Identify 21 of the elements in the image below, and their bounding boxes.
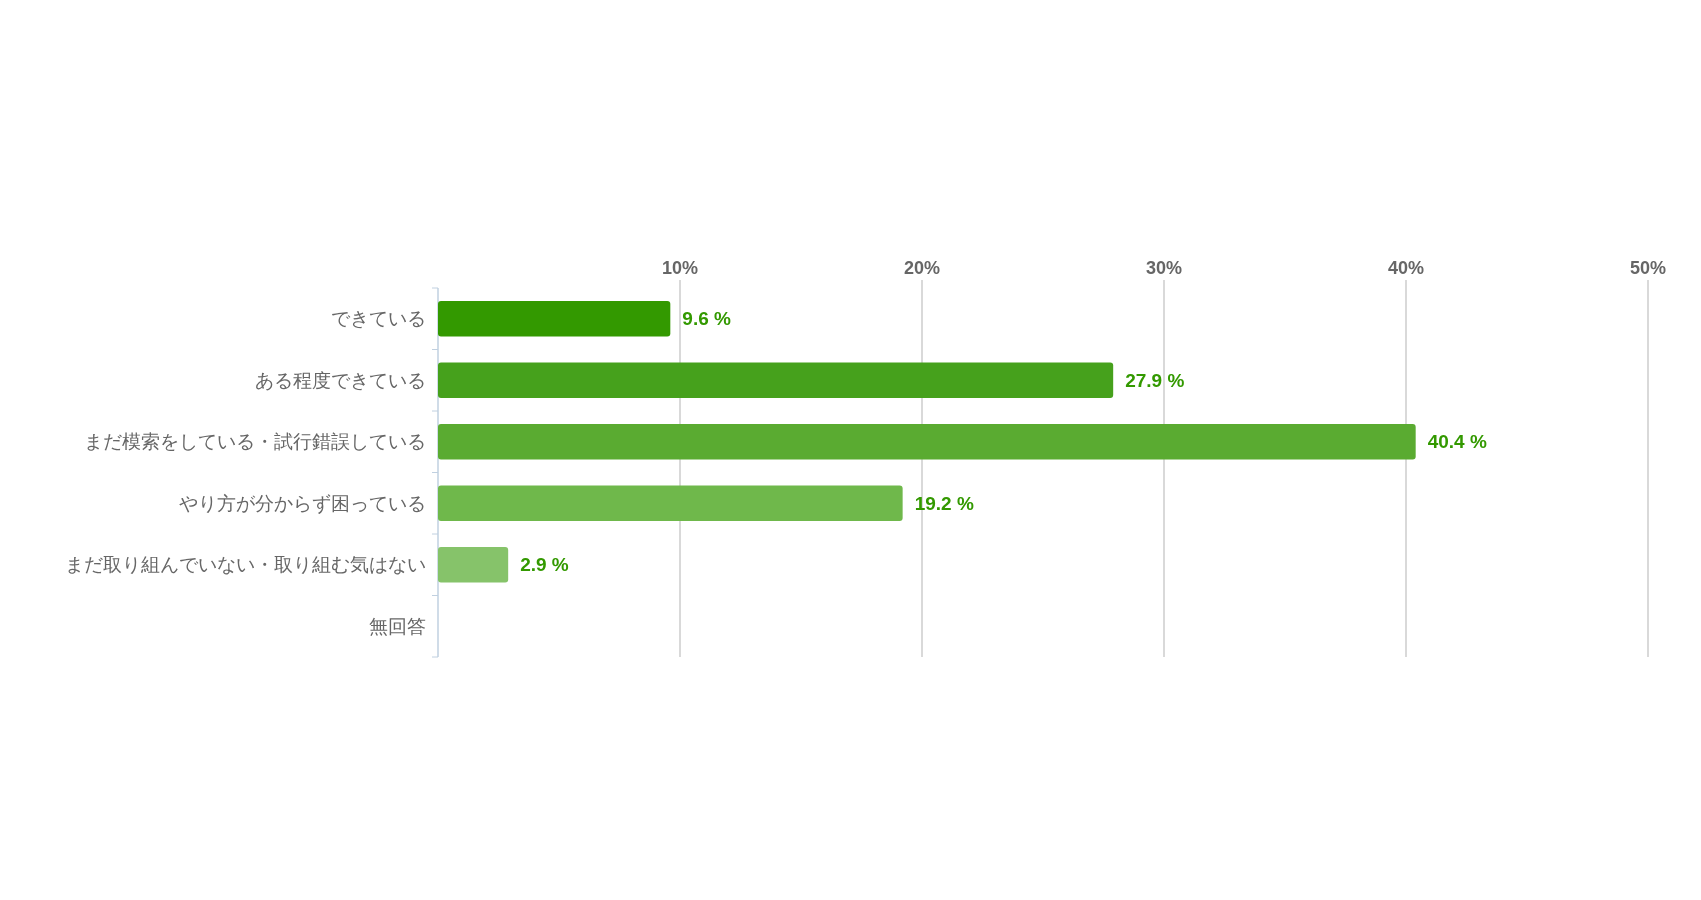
data-label: 2.9 % (520, 554, 569, 576)
y-tick-label: 無回答 (369, 615, 426, 637)
y-tick-label: ある程度できている (255, 369, 426, 391)
data-label: 27.9 % (1125, 369, 1185, 391)
data-label: 19.2 % (914, 492, 974, 514)
bar (438, 362, 1114, 399)
x-tick-label: 30% (1145, 258, 1183, 278)
bar (438, 423, 1416, 460)
data-label: 9.6 % (682, 308, 732, 330)
data-label: 40.4 % (1427, 431, 1487, 453)
x-tick-label: 10% (661, 258, 699, 278)
x-tick-label: 20% (903, 258, 941, 278)
bar (438, 300, 671, 337)
y-tick-label: まだ取り組んでいない・取り組む気はない (65, 554, 426, 576)
y-tick-label: やり方が分からず困っている (179, 492, 426, 514)
y-tick-label: まだ模索をしている・試行錯誤している (84, 431, 426, 453)
x-tick-label: 50% (1629, 258, 1667, 278)
bar (438, 546, 509, 583)
x-tick-label: 40% (1387, 258, 1425, 278)
y-tick-label: できている (331, 308, 426, 330)
bar (438, 485, 903, 522)
